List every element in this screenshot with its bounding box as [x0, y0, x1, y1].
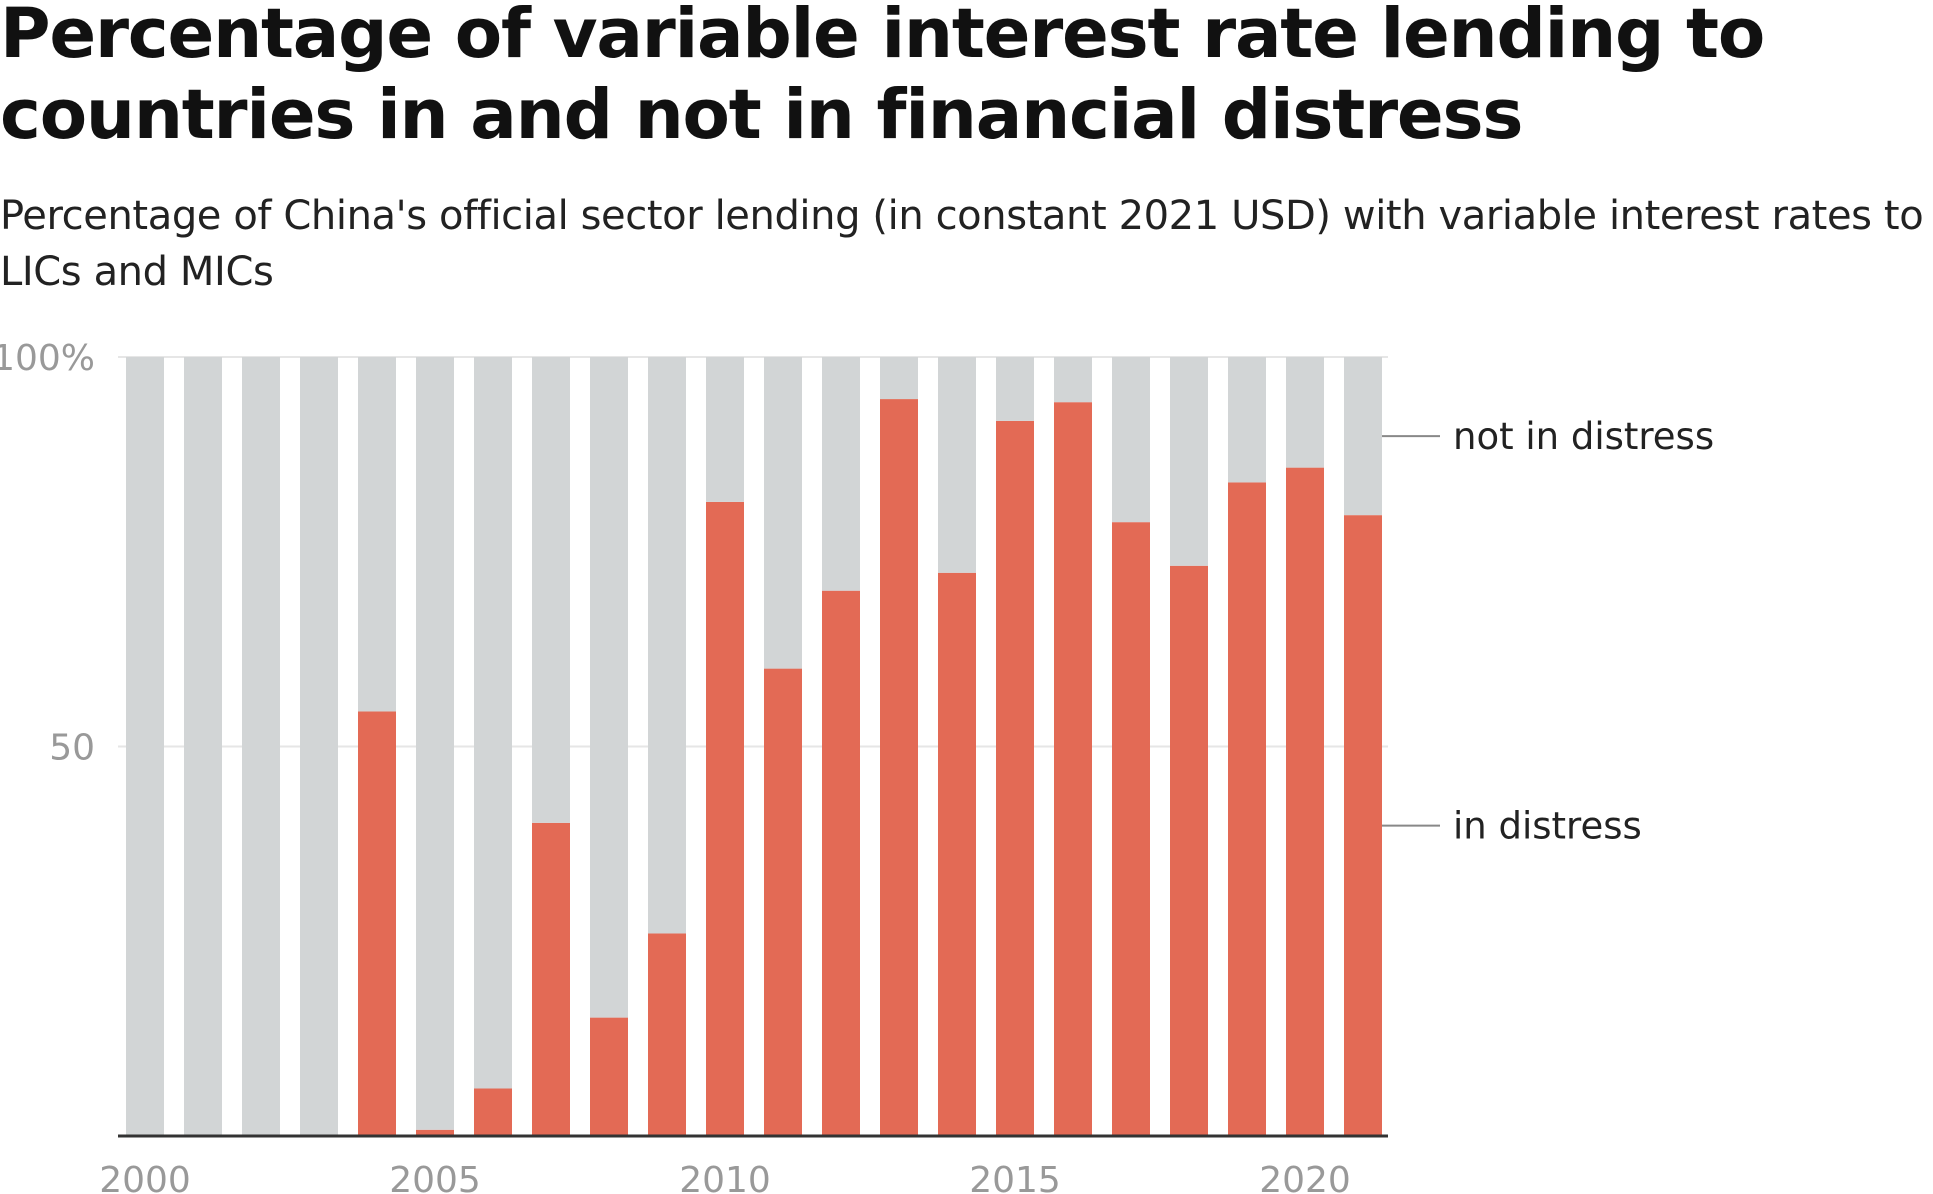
chart-subtitle: Percentage of China's official sector le…	[0, 193, 1924, 295]
bar-segment-not-in-distress	[474, 357, 512, 1089]
bar-segment-not-in-distress	[242, 357, 280, 1136]
bar-segment-not-in-distress	[880, 357, 918, 400]
bar-segment-in-distress	[532, 822, 570, 1136]
x-tick-label: 2010	[679, 1160, 771, 1194]
bar-segment-not-in-distress	[300, 357, 338, 1136]
bar-segment-in-distress	[416, 1129, 454, 1136]
y-tick-label: 50	[49, 728, 95, 769]
x-tick-label: 2020	[1259, 1160, 1351, 1194]
bar-segment-in-distress	[938, 572, 976, 1136]
bar-segment-in-distress	[1170, 565, 1208, 1136]
bar-segment-in-distress	[474, 1088, 512, 1136]
bar-segment-not-in-distress	[1054, 357, 1092, 403]
bar-segment-not-in-distress	[938, 357, 976, 573]
legend-not-in-distress-label: not in distress	[1453, 415, 1714, 458]
y-tick-label: 100%	[0, 338, 95, 379]
bar-segment-in-distress	[590, 1017, 628, 1136]
bar-segment-not-in-distress	[706, 357, 744, 502]
bar-segment-not-in-distress	[590, 357, 628, 1018]
bar-segment-not-in-distress	[822, 357, 860, 591]
bar-segment-in-distress	[1112, 522, 1150, 1136]
bar-segment-not-in-distress	[1170, 357, 1208, 566]
bar-segment-not-in-distress	[996, 357, 1034, 421]
bar-segment-in-distress	[706, 501, 744, 1136]
bar-segment-in-distress	[1286, 467, 1324, 1136]
bar-segment-not-in-distress	[126, 357, 164, 1136]
legend: not in distress in distress	[1382, 415, 1714, 848]
bar-segment-in-distress	[996, 420, 1034, 1136]
bar-segment-not-in-distress	[184, 357, 222, 1136]
bar-segment-not-in-distress	[358, 357, 396, 712]
bar-segment-in-distress	[1054, 402, 1092, 1136]
bar-segment-in-distress	[822, 590, 860, 1136]
bar-segment-not-in-distress	[1344, 357, 1382, 516]
x-tick-label: 2015	[969, 1160, 1061, 1194]
axes: 100% 50 2000 2005 2010 2015 2020	[0, 338, 1388, 1194]
x-tick-label: 2000	[99, 1160, 191, 1194]
x-tick-label: 2005	[389, 1160, 481, 1194]
bar-segment-in-distress	[880, 399, 918, 1136]
bar-segment-not-in-distress	[532, 357, 570, 823]
bars	[126, 357, 1382, 1136]
bar-segment-in-distress	[1228, 482, 1266, 1136]
legend-in-distress-label: in distress	[1453, 805, 1642, 848]
bar-segment-in-distress	[1344, 515, 1382, 1136]
bar-segment-not-in-distress	[1286, 357, 1324, 468]
bar-segment-in-distress	[764, 668, 802, 1136]
bar-segment-not-in-distress	[1228, 357, 1266, 483]
bar-segment-not-in-distress	[764, 357, 802, 669]
bar-segment-in-distress	[358, 711, 396, 1136]
bar-segment-not-in-distress	[1112, 357, 1150, 523]
bar-segment-not-in-distress	[416, 357, 454, 1130]
bar-segment-not-in-distress	[648, 357, 686, 934]
chart-title: Percentage of variable interest rate len…	[0, 0, 1765, 155]
bar-segment-in-distress	[648, 933, 686, 1136]
